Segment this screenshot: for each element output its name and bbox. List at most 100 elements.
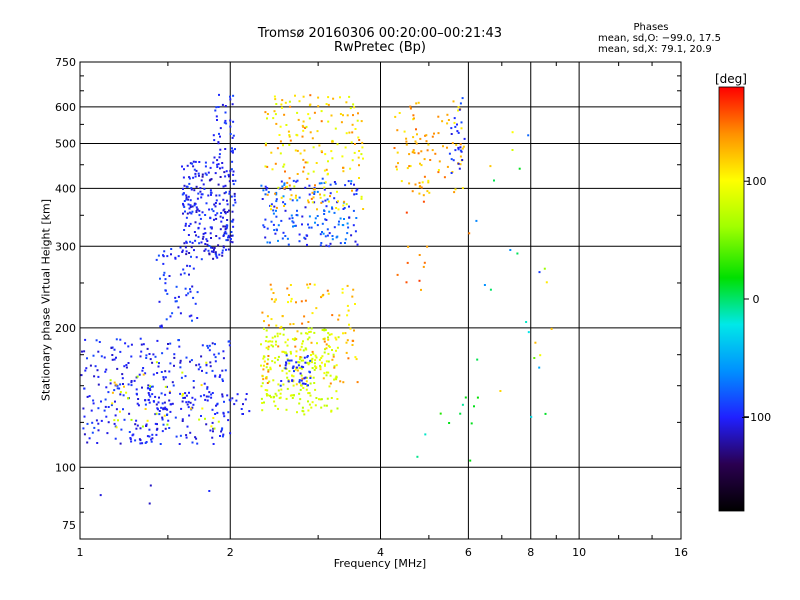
data-point-low-blue <box>127 383 130 386</box>
data-point-F2-blue-right <box>304 206 307 209</box>
data-point-F1-low-yellow <box>274 298 277 301</box>
data-point-low-blue <box>214 374 217 377</box>
data-point-F2-yellow-high <box>461 147 464 150</box>
data-point-F2-yellow-top <box>286 181 289 184</box>
data-point-low-blue <box>164 427 167 430</box>
data-point-F2-blue-right <box>301 223 303 226</box>
data-point-F2-blue-mid <box>184 246 187 249</box>
data-point-low-blue <box>201 344 204 347</box>
data-point-blue-trace <box>221 395 224 398</box>
data-point-low-blue <box>97 375 100 378</box>
data-point-low-blue <box>107 406 110 408</box>
data-point-F2-blue-mid <box>182 176 185 179</box>
data-point-F1-low-green <box>266 389 269 392</box>
data-point-F2-blue-high <box>224 148 227 150</box>
data-point-F2-blue-mid <box>216 163 219 166</box>
data-point-F2-yellow-top <box>311 201 314 204</box>
data-point-F2-yellow-top <box>358 177 360 179</box>
data-point-low-blue <box>142 367 145 369</box>
data-point-F2-blue-mid <box>183 168 185 171</box>
data-point-F2-blue-mid <box>194 221 197 224</box>
data-point-F1-low-yellow <box>269 283 272 286</box>
data-point-F1-low-blue <box>303 377 306 380</box>
data-point-F2-blue-mid <box>215 255 218 258</box>
data-point-F2-blue-right <box>316 224 319 227</box>
data-point-F2-yellow-high <box>414 183 417 186</box>
data-point-low-blue <box>195 364 198 367</box>
data-point-low-blue <box>80 374 83 377</box>
data-point-low-blue <box>150 385 153 388</box>
data-point-low-blue <box>195 437 198 440</box>
data-point-F2-blue-right <box>283 183 286 186</box>
data-point-F2-blue-right <box>273 229 276 231</box>
data-point-F2-yellow-high <box>397 162 399 165</box>
data-point-blue-trace <box>245 393 248 395</box>
data-point-low-blue <box>152 353 155 356</box>
data-point-F1-low-green <box>280 388 283 391</box>
data-point-F2-blue-tail <box>174 300 177 303</box>
data-point-F2-blue-mid <box>210 250 213 253</box>
data-point-F2-yellow-high <box>446 122 449 125</box>
data-point-F2-blue-mid <box>191 162 194 165</box>
data-point-F2-yellow-high <box>423 175 426 178</box>
data-point-low-blue <box>194 436 197 439</box>
data-point-F2-yellow-top <box>361 141 364 144</box>
data-point-F1-low-blue <box>285 361 287 364</box>
data-point-F2-yellow-top <box>331 157 334 160</box>
data-point-F1-low-yellow <box>280 325 283 328</box>
data-point-blue-trace <box>158 410 161 412</box>
data-point-F1-low-green <box>306 361 309 364</box>
data-point-low-blue <box>83 415 86 418</box>
data-point-F1-low-green <box>325 371 328 374</box>
y-tick-label: 75 <box>62 519 76 532</box>
data-point-F2-yellow-top <box>264 142 267 145</box>
data-point-F2-blue-right <box>264 236 267 239</box>
data-point-F1-low-yellow <box>342 332 344 335</box>
data-point-F1-low-green <box>267 340 270 343</box>
data-point-F2-blue-mid <box>223 192 226 195</box>
data-point-F2-yellow-top <box>282 165 285 168</box>
data-point-F2-blue-right <box>355 189 358 192</box>
data-point-F1-low-green <box>327 352 330 355</box>
data-point-low-blue <box>148 393 151 396</box>
data-point-sparse-high <box>527 331 530 334</box>
data-point-F1-low-green <box>298 367 301 369</box>
data-point-F1-low-green <box>334 377 337 380</box>
data-point-low-blue <box>111 358 114 361</box>
data-point-F2-blue-mid <box>204 165 207 168</box>
data-point-F2-yellow-high <box>457 106 460 109</box>
data-point-blue-trace <box>236 393 239 396</box>
data-point-F2-blue-right <box>264 193 267 196</box>
data-point-F2-blue-right <box>290 214 293 217</box>
data-point-F2-blue-right <box>293 225 296 227</box>
x-tick-label: 1 <box>77 546 84 559</box>
data-point-F2-blue-mid <box>233 195 236 198</box>
data-point-F2-yellow-high <box>411 151 414 154</box>
data-point-low-blue <box>158 413 161 416</box>
data-point-F1-low-green <box>277 355 280 358</box>
data-point-F1-low-green <box>300 359 303 362</box>
data-point-F2-yellow-high <box>462 145 465 148</box>
data-point-F2-blue-right <box>324 235 327 238</box>
data-point-F2-yellow-top <box>352 114 354 117</box>
data-point-low-blue <box>184 396 186 399</box>
data-point-F1-low-green <box>337 336 340 339</box>
data-point-F1-low-green <box>331 349 333 351</box>
data-point-low-blue <box>180 376 183 379</box>
data-point-F2-yellow-top <box>343 200 346 203</box>
data-point-F1-low-yellow <box>313 283 316 286</box>
data-point-F2-blue-right <box>288 217 291 220</box>
data-point-F1-low-green <box>304 332 307 335</box>
data-point-sparse-high <box>489 288 492 291</box>
data-point-low-blue <box>82 407 85 410</box>
data-point-F1-low-green <box>305 388 308 391</box>
data-point-F2-yellow-high <box>437 171 440 174</box>
data-point-low-blue <box>122 394 125 397</box>
data-point-low-blue <box>96 442 99 444</box>
data-point-F1-low-yellow <box>277 345 280 348</box>
data-point-low-blue <box>128 431 131 433</box>
data-point-F1-low-yellow <box>331 314 334 317</box>
data-point-blue-trace <box>168 399 171 402</box>
data-point-F1-low-yellow <box>320 296 323 299</box>
data-point-F2-blue-mid <box>228 236 231 239</box>
